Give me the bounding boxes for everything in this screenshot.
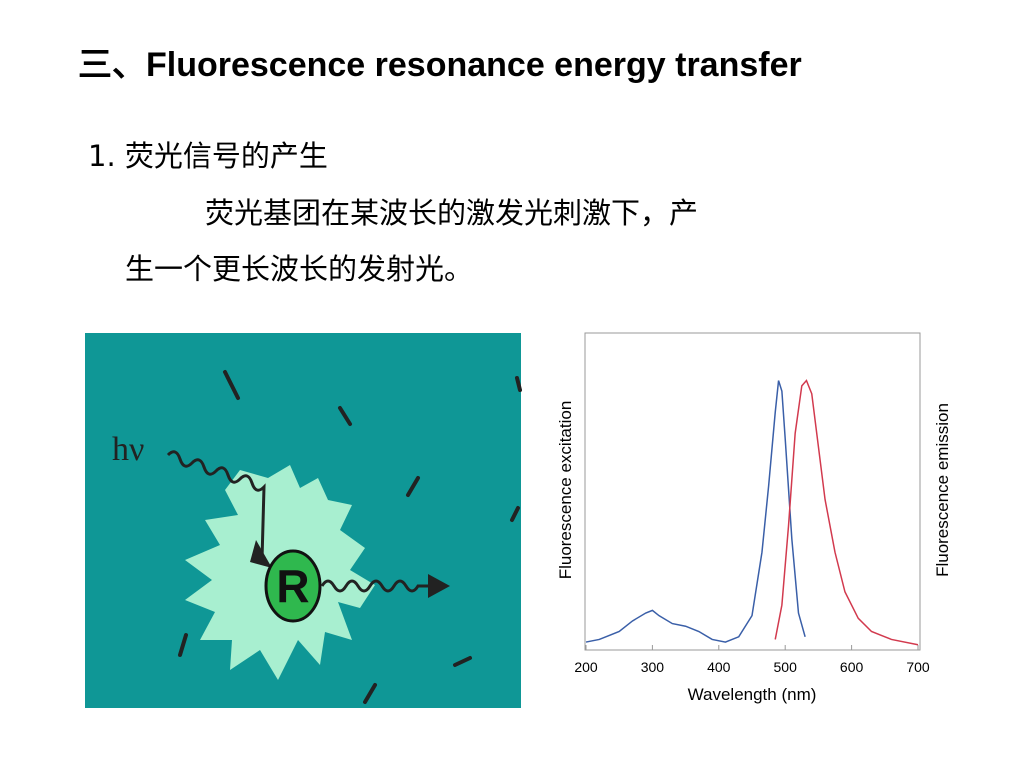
wavy-arrow [166, 450, 266, 561]
x-tick-label: 200 [574, 659, 598, 675]
x-tick-label: 300 [641, 659, 665, 675]
emission-arrow [320, 579, 430, 593]
paragraph-line: 荧光基团在某波长的激发光刺激下，产 [205, 196, 698, 230]
spectrum-line [774, 379, 919, 646]
x-tick-label: 400 [707, 659, 731, 675]
paragraph-line: 生一个更长波长的发射光。 [125, 252, 473, 286]
photon-label: hν [112, 431, 144, 468]
spectra-chart: Wavelength (nm) Fluorescence excitation … [556, 332, 952, 704]
arrow-head [250, 540, 272, 568]
x-tick-label: 600 [840, 659, 864, 675]
y2-axis-label: Fluorescence emission [933, 403, 952, 577]
debris [178, 370, 522, 704]
slide-title: 三、Fluorescence resonance energy transfer [78, 46, 802, 84]
spectrum-line [585, 380, 806, 643]
illustration: R hν [85, 333, 522, 708]
x-tick-label: 700 [906, 659, 930, 675]
x-tick-label: 500 [774, 659, 798, 675]
fluorophore-label: R [276, 560, 309, 612]
arrow-head [428, 574, 450, 598]
plot-frame [584, 332, 921, 651]
y-axis-label: Fluorescence excitation [556, 401, 575, 580]
fluorophore [264, 549, 322, 623]
heading: 1. 荧光信号的产生 [88, 139, 328, 173]
x-axis-label: Wavelength (nm) [688, 685, 817, 704]
